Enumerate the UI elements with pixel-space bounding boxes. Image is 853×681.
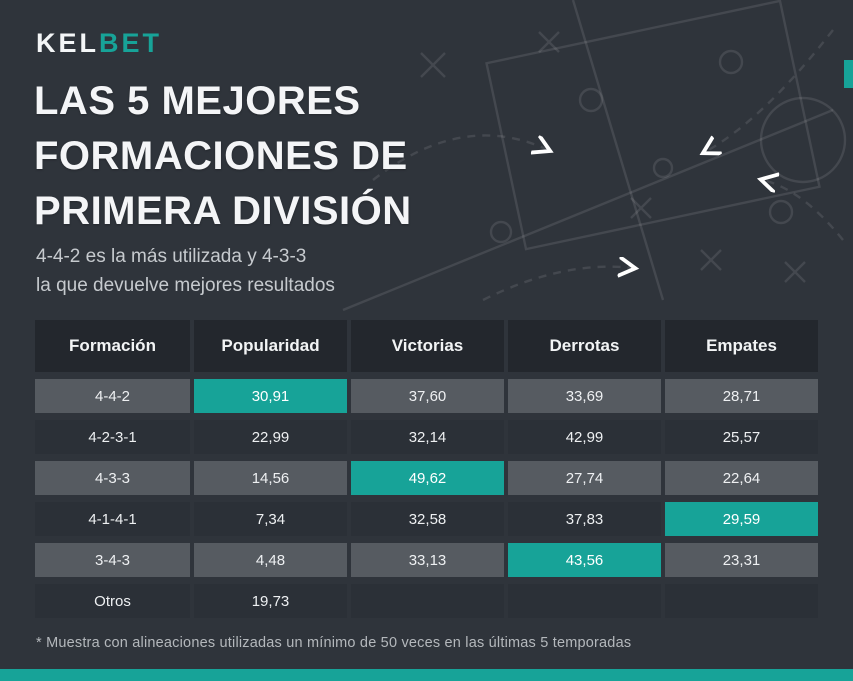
table-cell: 7,34: [194, 502, 347, 536]
column-header-formacion: Formación: [35, 320, 190, 372]
table-cell: 4,48: [194, 543, 347, 577]
title-line-1: LAS 5 MEJORES: [34, 79, 361, 123]
table-cell: 37,83: [508, 502, 661, 536]
column-header-derrotas: Derrotas: [508, 320, 661, 372]
table-cell: 32,58: [351, 502, 504, 536]
subtitle-line-2: la que devuelve mejores resultados: [36, 274, 335, 296]
table-cell: 42,99: [508, 420, 661, 454]
formations-table: Formación Popularidad Victorias Derrotas…: [35, 320, 818, 618]
page-title: LAS 5 MEJORES FORMACIONES DE PRIMERA DIV…: [34, 74, 594, 238]
table-cell: 22,99: [194, 420, 347, 454]
formation-cell: Otros: [35, 584, 190, 618]
formation-cell: 4-3-3: [35, 461, 190, 495]
table-cell: 25,57: [665, 420, 818, 454]
table-cell: [351, 584, 504, 618]
table-cell: 14,56: [194, 461, 347, 495]
table-cell: [508, 584, 661, 618]
logo-kel: KEL: [36, 28, 99, 58]
column-header-empates: Empates: [665, 320, 818, 372]
page-subtitle: 4-4-2 es la más utilizada y 4-3-3 la que…: [36, 243, 335, 301]
column-header-popularidad: Popularidad: [194, 320, 347, 372]
formation-cell: 4-2-3-1: [35, 420, 190, 454]
formation-cell: 3-4-3: [35, 543, 190, 577]
highlight-cell: 29,59: [665, 502, 818, 536]
highlight-cell: 30,91: [194, 379, 347, 413]
title-line-3: PRIMERA DIVISIÓN: [34, 188, 412, 233]
highlight-cell: 43,56: [508, 543, 661, 577]
logo-bet: BET: [99, 28, 162, 58]
table-cell: 28,71: [665, 379, 818, 413]
subtitle-line-1: 4-4-2 es la más utilizada y 4-3-3: [36, 246, 307, 267]
table-cell: 22,64: [665, 461, 818, 495]
accent-bottom-bar: [0, 669, 853, 681]
kelbet-logo: KELBET: [36, 28, 162, 59]
table-cell: 19,73: [194, 584, 347, 618]
footnote: * Muestra con alineaciones utilizadas un…: [36, 635, 632, 651]
table-cell: 23,31: [665, 543, 818, 577]
table-cell: [665, 584, 818, 618]
table-cell: 33,69: [508, 379, 661, 413]
column-header-victorias: Victorias: [351, 320, 504, 372]
table-cell: 37,60: [351, 379, 504, 413]
highlight-cell: 49,62: [351, 461, 504, 495]
formation-cell: 4-1-4-1: [35, 502, 190, 536]
table-cell: 33,13: [351, 543, 504, 577]
table-cell: 32,14: [351, 420, 504, 454]
table-cell: 27,74: [508, 461, 661, 495]
formation-cell: 4-4-2: [35, 379, 190, 413]
accent-side-tab: [844, 60, 853, 88]
title-line-2: FORMACIONES DE: [34, 133, 408, 178]
